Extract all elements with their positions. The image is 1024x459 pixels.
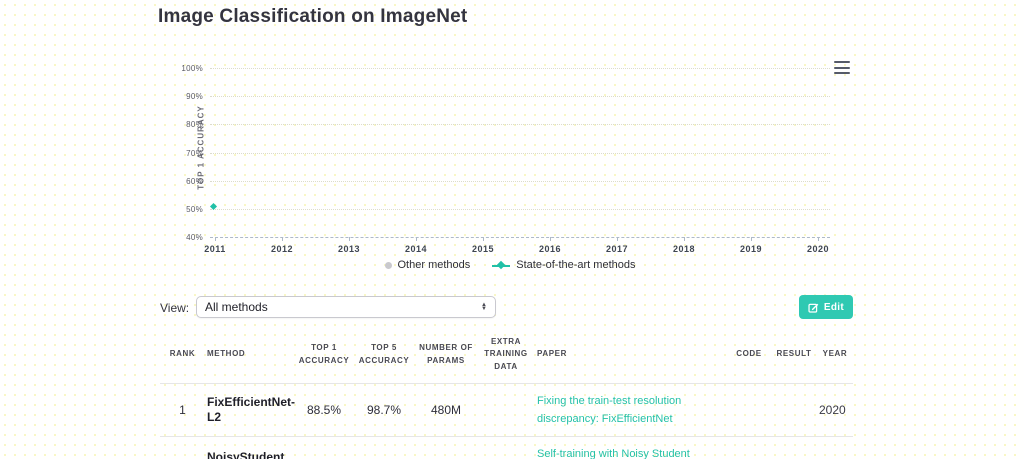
legend-label: Other methods xyxy=(397,259,471,271)
legend-item-other-methods[interactable]: Other methods xyxy=(384,259,471,271)
y-tick: 90% xyxy=(186,92,203,101)
col-header-paper: PAPER xyxy=(535,330,727,385)
x-tick-mark xyxy=(215,237,216,241)
method-cell: FixEfficientNet-L2 xyxy=(205,383,296,438)
y-tick: 80% xyxy=(186,120,203,129)
gridline-100 xyxy=(210,68,830,69)
top5-cell: 98.7% xyxy=(353,436,415,459)
chart-plot-area: 100% 90% 80% 70% 60% 50% 40% 2011 2012 2… xyxy=(181,64,830,254)
paper-cell: Fixing the train-test resolution discrep… xyxy=(535,383,727,438)
x-tick-label: 2011 xyxy=(204,244,226,254)
edit-button[interactable]: Edit xyxy=(798,295,853,319)
table-row: 2 NoisyStudent (EfficientNet-L2) 88.4% 9… xyxy=(160,436,853,459)
edit-pencil-icon xyxy=(808,302,819,313)
select-arrows-icon: ▲ ▼ xyxy=(481,301,487,313)
top1-cell: 88.5% xyxy=(295,383,353,438)
method-name: NoisyStudent xyxy=(207,450,285,459)
top1-cell: 88.4% xyxy=(295,436,353,459)
x-tick-mark xyxy=(550,237,551,241)
table-row: 1 FixEfficientNet-L2 88.5% 98.7% 480M Fi… xyxy=(160,383,853,438)
year-cell: 2019 xyxy=(817,436,853,459)
y-tick: 100% xyxy=(181,64,203,73)
extra-data-cell xyxy=(477,383,535,438)
col-header-params: NUMBER OF PARAMS xyxy=(415,330,477,385)
x-tick-mark xyxy=(349,237,350,241)
gridline-90 xyxy=(210,96,830,97)
gray-dot-icon xyxy=(384,261,392,269)
y-tick: 70% xyxy=(186,149,203,158)
method-name: FixEfficientNet-L2 xyxy=(207,394,296,425)
params-cell: 480M xyxy=(415,436,477,459)
gridline-60 xyxy=(210,181,830,182)
gridline-80 xyxy=(210,124,830,125)
params-cell: 480M xyxy=(415,383,477,438)
col-header-method: METHOD xyxy=(205,330,295,385)
x-tick-label: 2014 xyxy=(404,244,428,254)
col-header-rank: RANK xyxy=(160,330,205,385)
col-header-result: RESULT xyxy=(771,330,817,385)
col-header-top5: TOP 5 ACCURACY xyxy=(353,330,415,385)
legend-label: State-of-the-art methods xyxy=(516,259,636,271)
col-header-year: YEAR xyxy=(817,330,853,385)
x-tick-label: 2019 xyxy=(739,244,763,254)
view-select[interactable]: All methods ▲ ▼ xyxy=(196,296,496,318)
rank-cell: 1 xyxy=(160,383,205,438)
x-tick-mark xyxy=(617,237,618,241)
rank-cell: 2 xyxy=(160,436,205,459)
y-axis-label: TOP 1 ACCURACY xyxy=(196,105,206,190)
x-tick-label: 2020 xyxy=(806,244,830,254)
x-tick-mark xyxy=(282,237,283,241)
y-tick: 60% xyxy=(186,177,203,186)
x-tick-mark xyxy=(751,237,752,241)
x-tick-label: 2013 xyxy=(337,244,361,254)
x-axis-line xyxy=(210,237,830,238)
col-header-extra: EXTRA TRAINING DATA xyxy=(477,330,535,385)
col-header-code: CODE xyxy=(727,330,771,385)
gridline-70 xyxy=(210,153,830,154)
top5-cell: 98.7% xyxy=(353,383,415,438)
x-tick-label: 2012 xyxy=(270,244,294,254)
chart-legend: Other methods State-of-the-art methods xyxy=(160,259,860,271)
method-cell: NoisyStudent (EfficientNet-L2) xyxy=(205,436,295,459)
x-tick-label: 2018 xyxy=(672,244,696,254)
result-cell xyxy=(771,383,817,438)
accuracy-chart: TOP 1 ACCURACY 100% 90% 80% 70% 60% 50% … xyxy=(160,55,860,283)
x-tick-label: 2017 xyxy=(605,244,629,254)
view-label: View: xyxy=(160,301,190,315)
x-tick-mark xyxy=(483,237,484,241)
x-tick-mark xyxy=(684,237,685,241)
paper-link[interactable]: Self-training with Noisy Student improve… xyxy=(537,448,690,459)
col-header-top1: TOP 1 ACCURACY xyxy=(295,330,353,385)
x-tick-label: 2016 xyxy=(538,244,562,254)
legend-item-sota-methods[interactable]: State-of-the-art methods xyxy=(492,259,636,271)
year-cell: 2020 xyxy=(817,383,853,438)
gridline-50 xyxy=(210,209,830,210)
extra-data-cell xyxy=(477,436,535,459)
paper-link[interactable]: Fixing the train-test resolution discrep… xyxy=(537,395,682,426)
chart-menu-icon[interactable] xyxy=(834,61,850,74)
code-cell xyxy=(727,436,771,459)
y-tick: 50% xyxy=(186,205,203,214)
x-tick-label: 2015 xyxy=(471,244,495,254)
table-header-row: RANK METHOD TOP 1 ACCURACY TOP 5 ACCURAC… xyxy=(160,330,853,385)
teal-diamond-line-icon xyxy=(492,260,511,269)
x-tick-mark xyxy=(416,237,417,241)
controls-row: View: All methods ▲ ▼ Edit xyxy=(160,295,853,321)
x-tick-mark xyxy=(818,237,819,241)
paper-cell: Self-training with Noisy Student improve… xyxy=(535,436,727,459)
view-select-value: All methods xyxy=(205,300,268,314)
page-title: Image Classification on ImageNet xyxy=(158,6,468,27)
result-cell xyxy=(771,436,817,459)
edit-button-label: Edit xyxy=(823,301,844,313)
leaderboard-table: RANK METHOD TOP 1 ACCURACY TOP 5 ACCURAC… xyxy=(160,330,853,459)
code-cell xyxy=(727,383,771,438)
y-tick: 40% xyxy=(186,233,203,242)
